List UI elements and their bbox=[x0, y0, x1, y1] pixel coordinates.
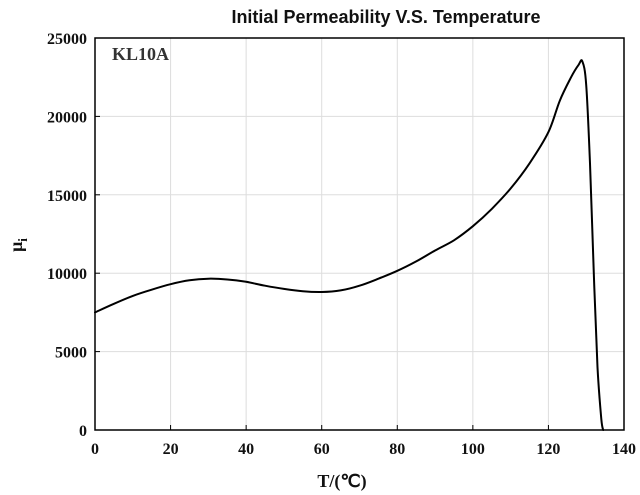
y-tick-label: 10000 bbox=[47, 266, 87, 283]
x-tick-label: 60 bbox=[314, 441, 330, 458]
grid bbox=[95, 38, 624, 430]
y-tick-label: 0 bbox=[79, 423, 87, 440]
y-tick-label: 25000 bbox=[47, 31, 87, 48]
x-tick-label: 100 bbox=[461, 441, 485, 458]
series-line bbox=[94, 59, 605, 431]
y-axis-label-subscript: i bbox=[15, 238, 30, 242]
x-tick-label: 40 bbox=[238, 441, 254, 458]
x-tick-label: 120 bbox=[536, 441, 560, 458]
y-axis-label-symbol: μ bbox=[6, 242, 26, 252]
y-tick-label: 5000 bbox=[55, 345, 87, 362]
x-tick-label: 80 bbox=[389, 441, 405, 458]
chart-title: Initial Permeability V.S. Temperature bbox=[231, 7, 540, 27]
y-tick-label: 15000 bbox=[47, 188, 87, 205]
x-tick-label: 140 bbox=[612, 441, 636, 458]
y-tick-label: 20000 bbox=[47, 109, 87, 126]
chart-annotation: KL10A bbox=[112, 44, 169, 64]
y-axis-label: μi bbox=[6, 238, 30, 252]
x-tick-label: 20 bbox=[163, 441, 179, 458]
x-tick-label: 0 bbox=[91, 441, 99, 458]
x-axis-label: T/(℃) bbox=[317, 471, 366, 492]
axis-ticks: 0 20 40 60 80 100 120 140 0 5000 10000 15000 20000 25… bbox=[47, 31, 636, 458]
series bbox=[94, 59, 605, 431]
plot-frame bbox=[94, 37, 625, 431]
